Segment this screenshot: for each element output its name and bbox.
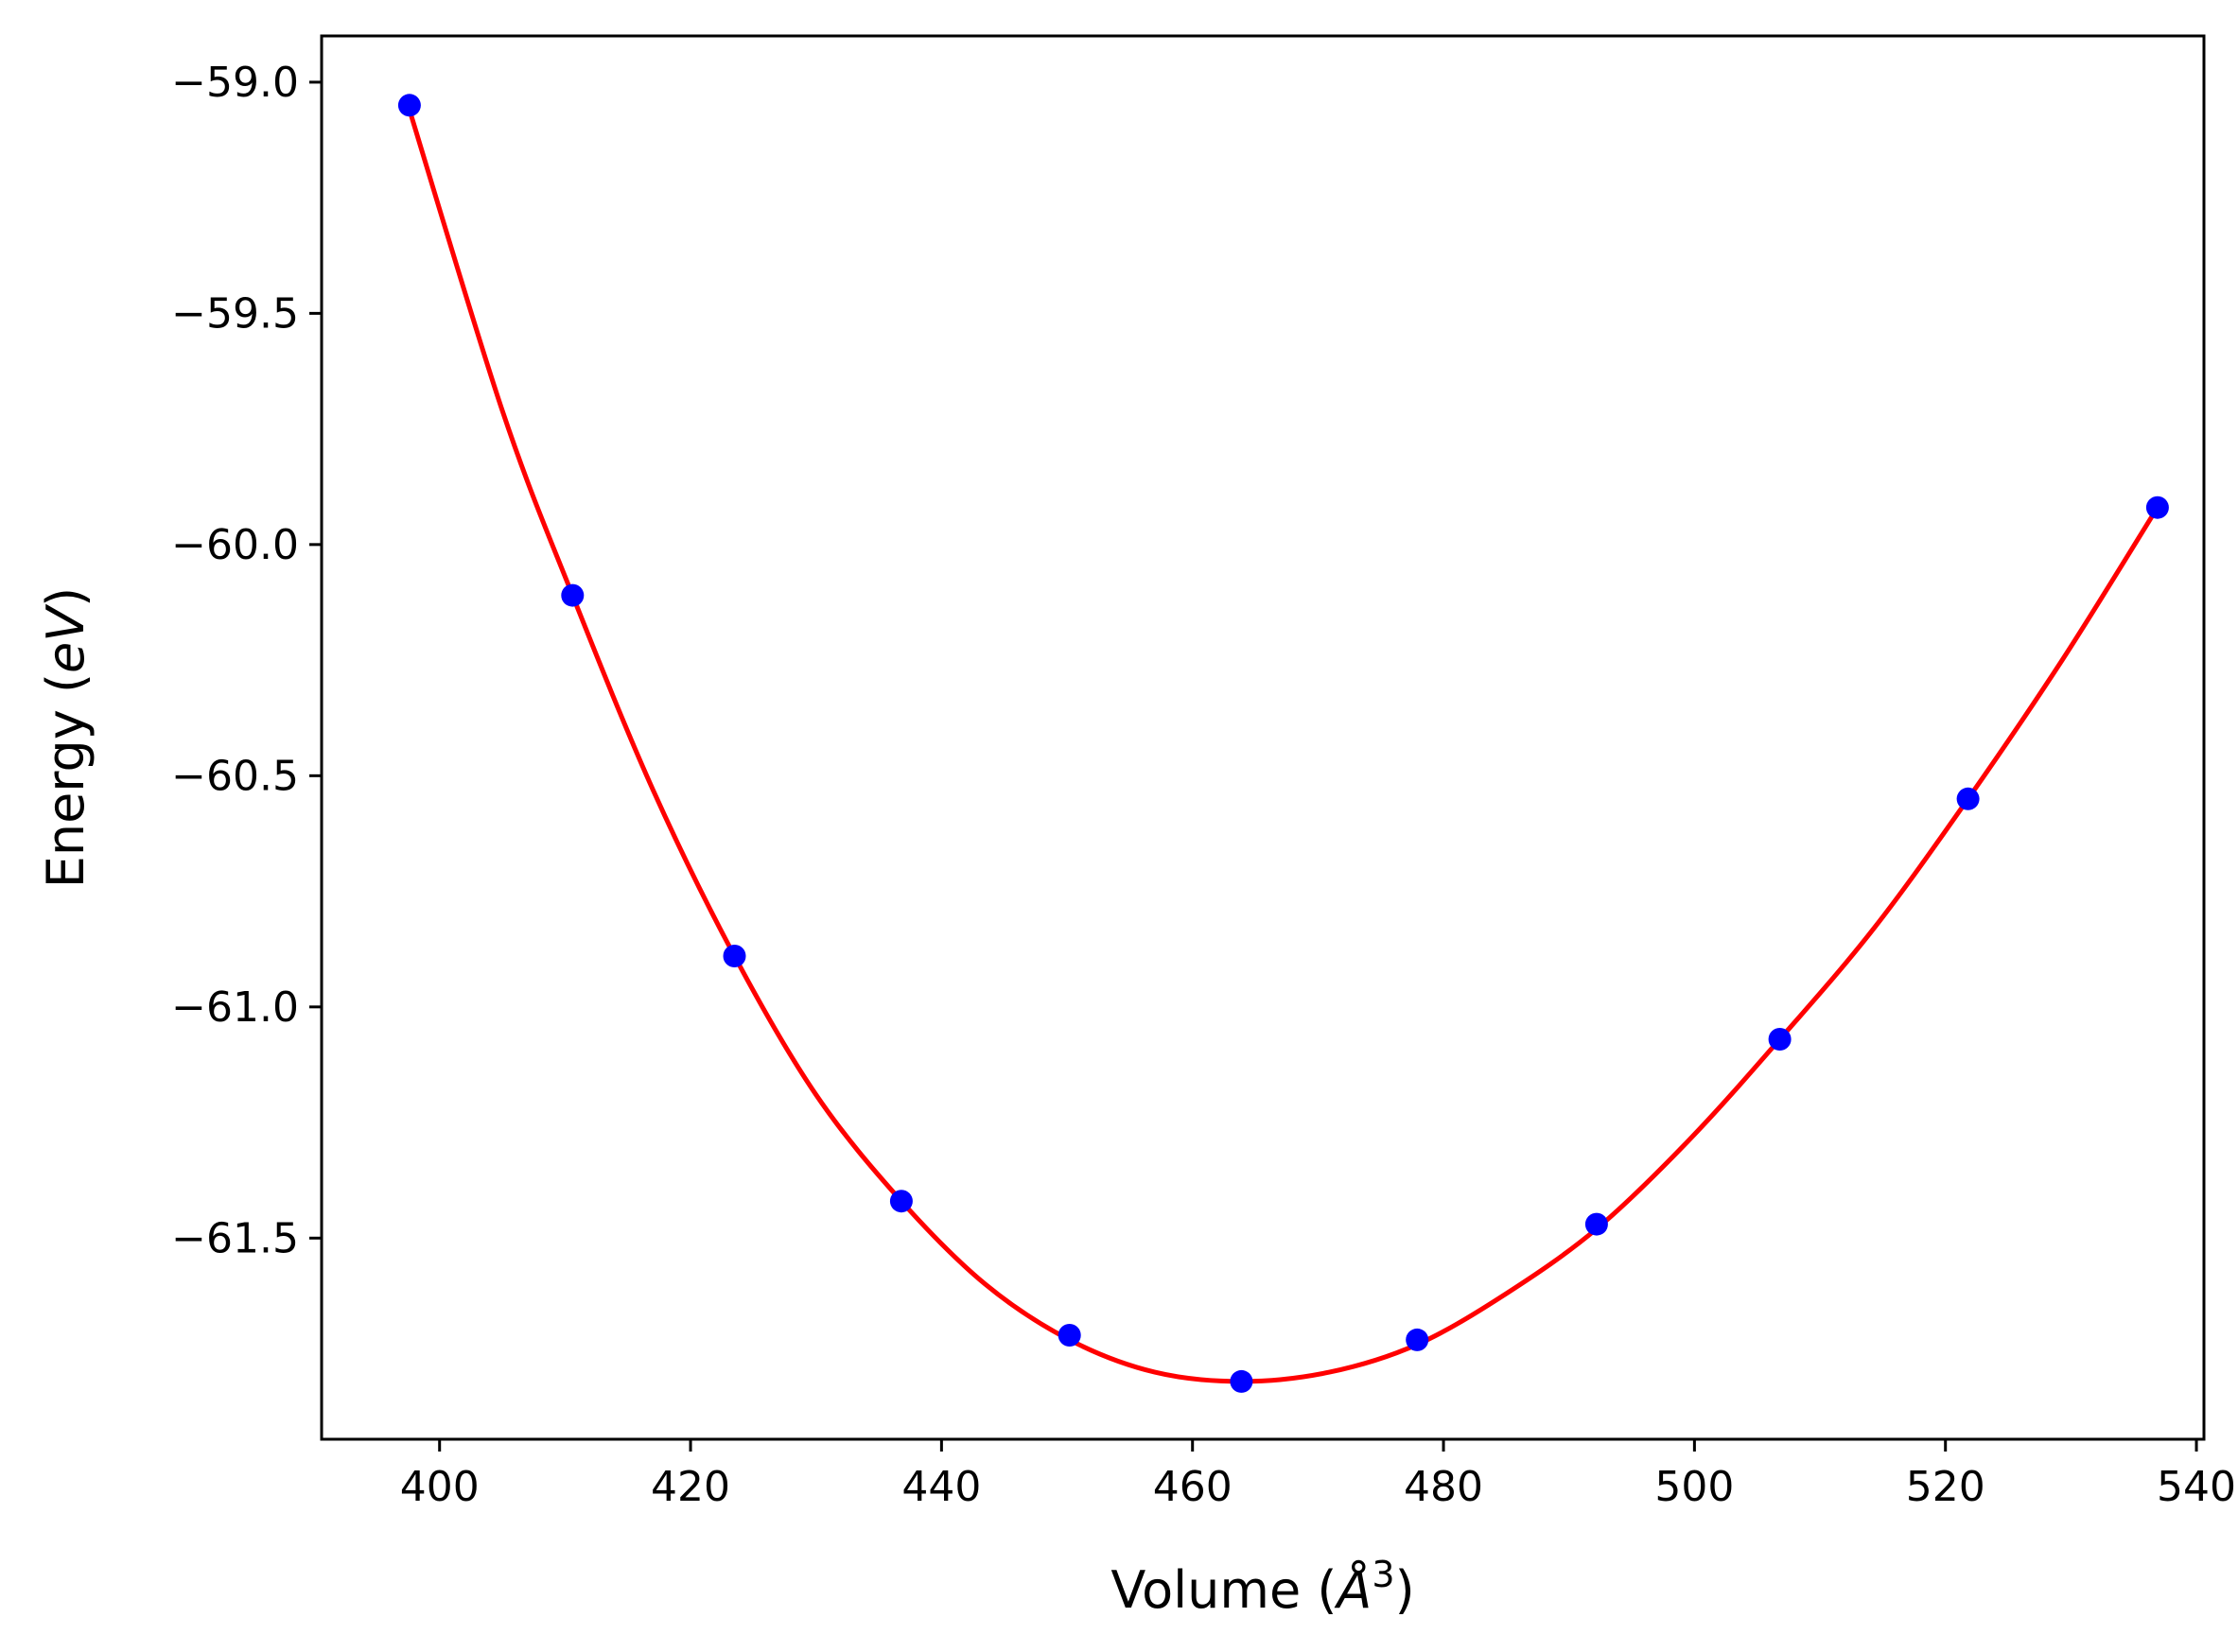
y-tick-label: −61.0 [171, 983, 299, 1032]
data-point [2145, 496, 2169, 519]
data-point [1058, 1324, 1081, 1347]
data-point [1230, 1369, 1253, 1393]
x-tick-label: 480 [1404, 1463, 1483, 1511]
x-tick-label: 500 [1654, 1463, 1734, 1511]
y-tick-label: −60.5 [171, 752, 299, 800]
tick-layer: 400 420 440 460 480 500 520 540 −59.0 −59.5 −60.0 −… [171, 59, 2236, 1511]
data-point [1956, 787, 1980, 810]
x-tick-label: 400 [400, 1463, 480, 1511]
data-point [1768, 1028, 1792, 1051]
plot-layer [397, 94, 2169, 1393]
y-tick-label: −59.5 [171, 289, 299, 338]
plot-frame [320, 34, 2206, 1441]
x-tick-label: 420 [651, 1463, 730, 1511]
fit-curve [407, 109, 2160, 1384]
data-point [1406, 1328, 1429, 1351]
y-tick-label: −60.0 [171, 521, 299, 569]
x-axis-label: Volume (Å3) [1110, 1554, 1414, 1620]
y-tick-label: −59.0 [171, 59, 299, 107]
data-point [561, 583, 585, 607]
x-tick-label: 440 [901, 1463, 981, 1511]
x-tick-label: 520 [1906, 1463, 1985, 1511]
y-tick-label: −61.5 [171, 1214, 299, 1262]
data-point [1584, 1212, 1608, 1236]
data-point [397, 94, 421, 117]
data-point [723, 945, 746, 967]
x-tick-label: 540 [2157, 1463, 2236, 1511]
data-point [889, 1190, 913, 1213]
y-axis-label: Energy (eV) [36, 587, 96, 889]
x-tick-label: 460 [1153, 1463, 1233, 1511]
